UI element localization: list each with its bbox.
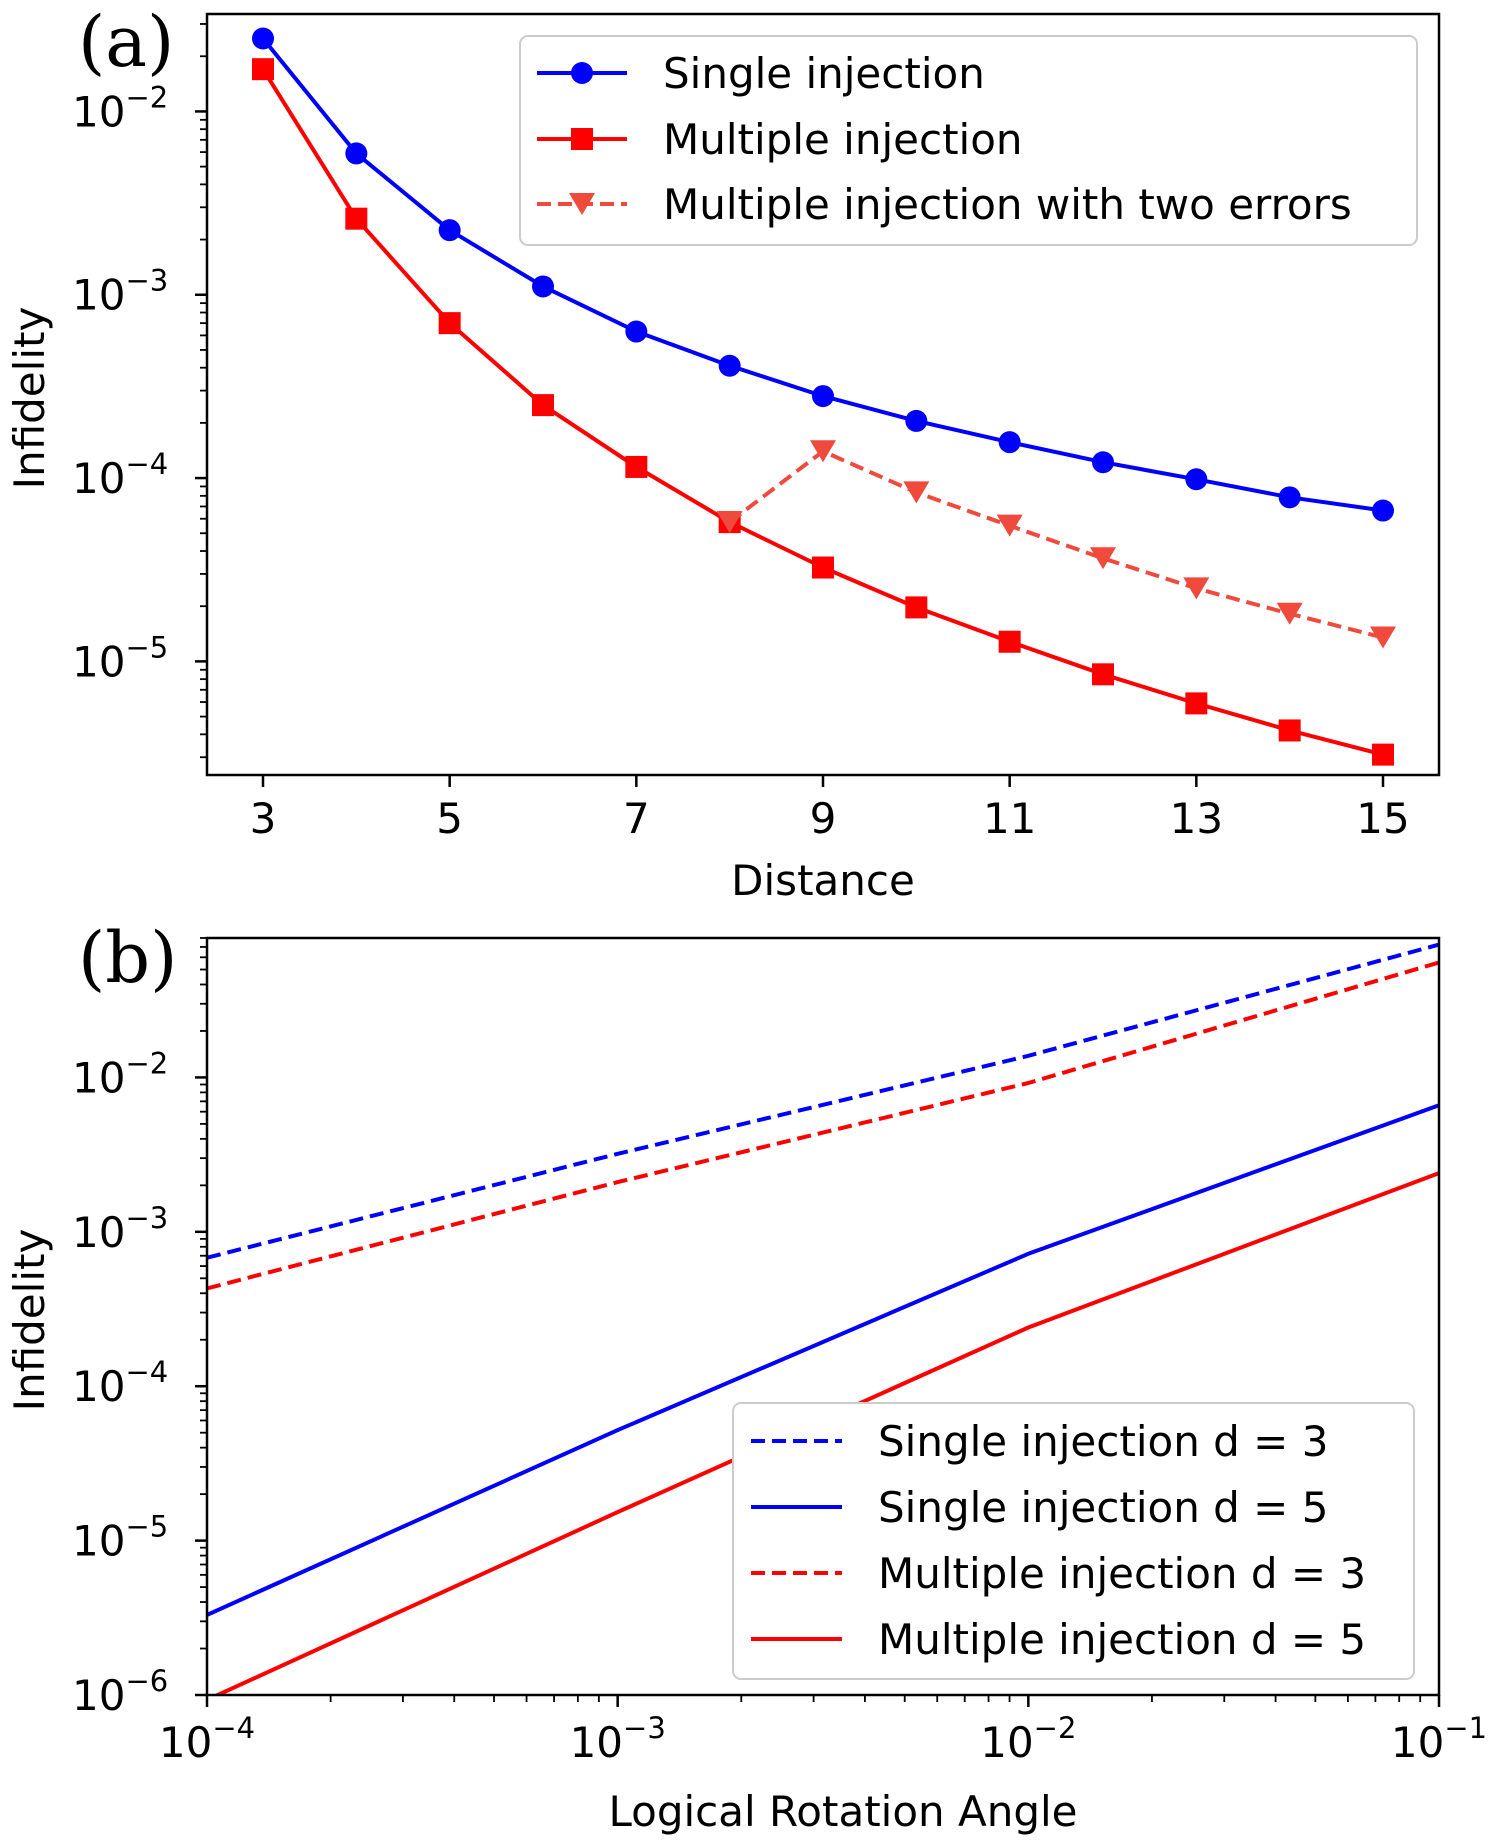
legend-marker-square [571,128,593,150]
legend-box [732,1402,1415,1680]
panel-b-legend: Single injection d = 3 Single injection … [732,1402,1415,1680]
series-line [207,942,1439,1260]
y-tick-label: 10−2 [72,80,168,136]
y-tick-label: 10−5 [72,1510,168,1566]
data-point [345,207,368,230]
x-tick-label: 10−3 [570,1711,666,1767]
data-point [998,630,1021,653]
data-point [625,320,648,343]
legend-entry: Multiple injection with two errors [537,180,1352,229]
legend-entry: Multiple injection [537,115,1023,164]
panel-a: (a) Infidelity Distance 3 5 7 9 11 13 15 10−5 10… [5,1,1441,905]
data-point [438,219,461,242]
data-point [905,409,928,432]
panel-a-frame [205,12,1441,777]
data-point [812,556,834,579]
panel-b-frame [205,936,1441,1697]
legend-entry: Single injection d = 5 [751,1483,1328,1532]
data-point [996,514,1023,537]
x-tick-label: 10−1 [1391,1711,1487,1767]
data-point [532,275,554,298]
x-tick-label: 3 [250,794,277,843]
data-point [812,385,834,408]
y-tick-label: 10−2 [72,1046,168,1102]
panel-a-plot-area [252,27,1396,766]
legend-box [519,35,1418,246]
data-point [718,354,741,377]
y-tick-label: 10−6 [72,1664,168,1720]
legend-marker-triangle [569,193,595,215]
legend-entry: Multiple injection d = 5 [751,1615,1366,1664]
data-point [625,455,648,478]
data-point [1185,692,1208,715]
data-point [1185,468,1208,491]
data-point [905,596,928,619]
x-tick-label: 7 [623,794,650,843]
y-tick-label: 10−4 [72,447,168,503]
data-point [532,394,554,417]
data-point [1092,663,1114,686]
legend-label: Multiple injection with two errors [663,180,1352,229]
data-point [903,481,930,504]
x-tick-label: 10−4 [159,1711,255,1767]
data-point [1090,547,1116,570]
y-tick-label: 10−3 [72,264,168,320]
data-point [1278,486,1301,509]
series-line [728,449,1384,640]
panel-a-legend: Single injection Multiple injection Mult… [519,35,1418,246]
x-tick-label: 5 [436,794,463,843]
data-point [1276,602,1303,625]
y-tick-label: 10−5 [72,630,168,686]
legend-label: Single injection [663,49,985,98]
y-tick-label: 10−3 [72,1201,168,1257]
panel-b-ylabel: Infidelity [5,1229,54,1412]
y-tick-label: 10−4 [72,1355,168,1411]
data-point [438,312,461,335]
x-tick-label: 10−2 [980,1711,1076,1767]
x-tick-label: 13 [1170,794,1223,843]
series-line [207,960,1439,1291]
data-point [252,27,274,50]
data-point [1183,577,1210,600]
legend-label: Single injection d = 5 [878,1483,1328,1532]
panel-a-label: (a) [78,1,174,83]
legend-label: Single injection d = 3 [878,1417,1328,1466]
panel-a-xlabel: Distance [731,856,915,905]
data-point [1372,743,1394,766]
data-point [716,511,743,534]
series-line [207,1103,1439,1617]
x-tick-label: 9 [810,794,837,843]
data-point [252,58,274,81]
data-point [1278,719,1301,742]
panel-b-xlabel: Logical Rotation Angle [608,1787,1077,1836]
data-point [1092,451,1114,474]
legend-label: Multiple injection d = 3 [878,1549,1366,1598]
legend-entry: Multiple injection d = 3 [751,1549,1366,1598]
legend-marker-circle [571,62,593,84]
panel-b-label: (b) [78,917,177,999]
legend-label: Multiple injection d = 5 [878,1615,1366,1664]
data-point [1372,499,1394,522]
data-point [810,440,836,463]
data-point [998,431,1021,454]
legend-label: Multiple injection [663,115,1023,164]
data-point [345,142,368,165]
legend-entry: Single injection [537,49,985,98]
legend-entry: Single injection d = 3 [751,1417,1328,1466]
panel-b: (b) Infidelity Logical Rotation Angle 10… [5,917,1487,1836]
x-tick-label: 11 [983,794,1036,843]
x-tick-label: 15 [1356,794,1409,843]
data-point [1370,626,1396,649]
panel-a-ylabel: Infidelity [5,307,54,490]
